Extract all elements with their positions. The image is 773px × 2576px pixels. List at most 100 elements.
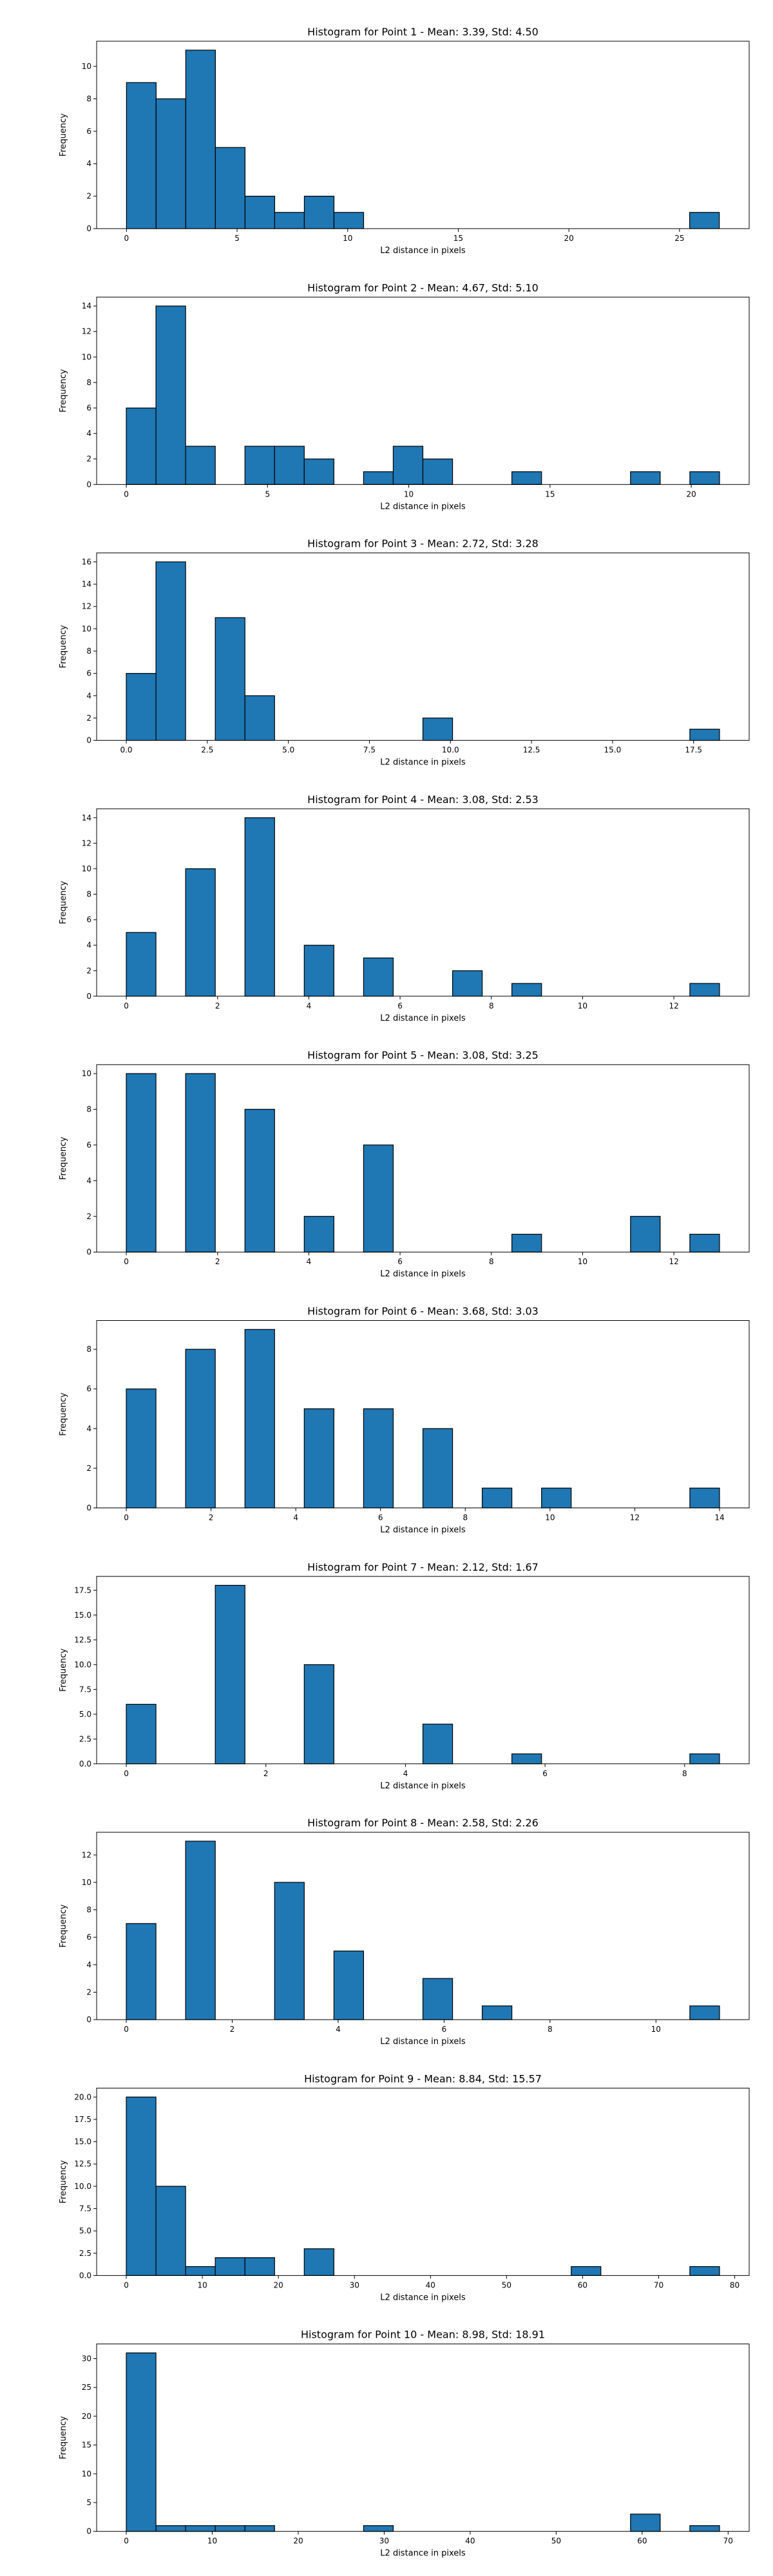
histogram-bar <box>333 1950 365 2020</box>
histogram-bar <box>630 471 661 485</box>
histogram-bar <box>422 1428 453 1509</box>
histogram-bar <box>363 957 394 997</box>
x-tick-label: 10 <box>578 1257 587 1266</box>
y-tick-label: 6 <box>86 404 91 413</box>
histogram-bar <box>126 1388 157 1509</box>
y-tick-label: 2 <box>86 1464 91 1473</box>
histogram-panel-6: Histogram for Point 6 - Mean: 3.68, Std:… <box>59 1305 750 1535</box>
x-tick-label: 25 <box>674 234 684 243</box>
histogram-bar <box>422 1723 453 1765</box>
histogram-bar <box>244 196 276 229</box>
y-tick-label: 10.0 <box>74 1660 91 1669</box>
x-tick-label: 8 <box>489 1001 494 1010</box>
y-tick-label: 6 <box>86 127 91 136</box>
histogram-bar <box>274 212 305 229</box>
x-tick-label: 20 <box>293 2537 303 2546</box>
histogram-bar <box>126 673 157 741</box>
y-tick-label: 14 <box>82 813 91 822</box>
y-tick-label: 8 <box>86 647 91 656</box>
x-tick-label: 5 <box>265 489 270 498</box>
y-tick-label: 8 <box>86 1104 91 1113</box>
x-tick-label: 12.5 <box>523 746 540 755</box>
x-tick-label: 40 <box>465 2537 475 2546</box>
histogram-panel-3: Histogram for Point 3 - Mean: 2.72, Std:… <box>59 538 750 768</box>
histogram-bar <box>303 945 334 997</box>
axes-frame <box>96 296 750 485</box>
y-tick-label: 6 <box>86 1933 91 1942</box>
histogram-bar <box>630 1216 661 1253</box>
y-tick-label: 16 <box>82 557 91 566</box>
y-tick-label: 4 <box>86 1176 91 1185</box>
y-tick-label: 4 <box>86 429 91 438</box>
x-tick-label: 10 <box>404 489 414 498</box>
x-tick-label: 14 <box>714 1513 724 1522</box>
y-tick-label: 17.5 <box>74 1586 91 1595</box>
x-tick-label: 4 <box>307 1001 312 1010</box>
x-tick-label: 10 <box>343 234 352 243</box>
histogram-bar <box>511 1233 542 1253</box>
y-axis-label: Frequency <box>59 881 68 924</box>
histogram-panel-7: Histogram for Point 7 - Mean: 2.12, Std:… <box>59 1561 750 1791</box>
y-axis-label: Frequency <box>59 2160 68 2203</box>
y-tick-label: 30 <box>82 2354 91 2363</box>
histogram-bar <box>244 695 275 741</box>
x-tick-label: 6 <box>542 1769 548 1778</box>
histogram-bar <box>511 983 542 997</box>
x-axis-label: L2 distance in pixels <box>380 246 466 256</box>
x-tick-label: 0.0 <box>120 746 132 755</box>
chart-title: Histogram for Point 9 - Mean: 8.84, Std:… <box>304 2072 542 2085</box>
y-tick-label: 4 <box>86 941 91 950</box>
axes-frame <box>96 1064 750 1253</box>
x-tick-label: 0 <box>124 234 129 243</box>
y-tick-label: 8 <box>86 1906 91 1915</box>
axes-frame <box>96 808 750 997</box>
y-tick-label: 14 <box>82 301 91 310</box>
histogram-bar <box>274 1882 305 2020</box>
histogram-bar <box>689 212 720 229</box>
y-tick-label: 8 <box>86 94 91 103</box>
x-tick-label: 15 <box>453 234 463 243</box>
histogram-panel-10: Histogram for Point 10 - Mean: 8.98, Std… <box>59 2329 750 2559</box>
histogram-bar <box>155 305 186 485</box>
x-tick-label: 0 <box>124 1257 129 1266</box>
axes-frame <box>96 1576 750 1765</box>
y-tick-label: 12.5 <box>74 2159 91 2168</box>
histogram-bar <box>126 932 157 997</box>
y-tick-label: 0.0 <box>79 2271 91 2280</box>
y-tick-label: 15 <box>82 2441 91 2450</box>
y-tick-label: 20.0 <box>74 2092 91 2101</box>
x-tick-label: 60 <box>637 2537 647 2546</box>
y-tick-label: 2.5 <box>79 1734 91 1743</box>
y-tick-label: 0 <box>86 2015 91 2024</box>
y-tick-label: 12 <box>82 838 91 848</box>
y-tick-label: 0.0 <box>79 1759 91 1768</box>
x-axis-label: L2 distance in pixels <box>380 1014 466 1023</box>
x-tick-label: 15 <box>545 489 555 498</box>
x-tick-label: 20 <box>564 234 573 243</box>
y-tick-label: 15.0 <box>74 2137 91 2146</box>
y-tick-label: 12 <box>82 327 91 336</box>
axes-frame <box>96 41 750 229</box>
y-axis-label: Frequency <box>59 369 68 412</box>
x-tick-label: 30 <box>350 2280 359 2289</box>
y-tick-label: 7.5 <box>79 1685 91 1694</box>
x-tick-label: 4 <box>403 1769 408 1778</box>
y-tick-label: 2 <box>86 455 91 464</box>
y-tick-label: 4 <box>86 1424 91 1433</box>
histogram-bar <box>303 1664 334 1765</box>
x-tick-label: 30 <box>379 2537 389 2546</box>
y-tick-label: 8 <box>86 1345 91 1354</box>
y-tick-label: 0 <box>86 1504 91 1513</box>
y-tick-label: 6 <box>86 1141 91 1150</box>
histogram-bar <box>689 2266 720 2277</box>
y-tick-label: 10 <box>82 864 91 873</box>
x-tick-label: 4 <box>336 2025 341 2034</box>
histogram-panel-5: Histogram for Point 5 - Mean: 3.08, Std:… <box>59 1049 750 1279</box>
y-tick-label: 17.5 <box>74 2115 91 2124</box>
y-tick-label: 0 <box>86 480 91 489</box>
histogram-bar <box>274 446 305 485</box>
histogram-bar <box>481 2005 513 2020</box>
axes-frame <box>96 1832 750 2020</box>
histogram-bar <box>155 2525 186 2532</box>
x-tick-label: 2 <box>263 1769 269 1778</box>
